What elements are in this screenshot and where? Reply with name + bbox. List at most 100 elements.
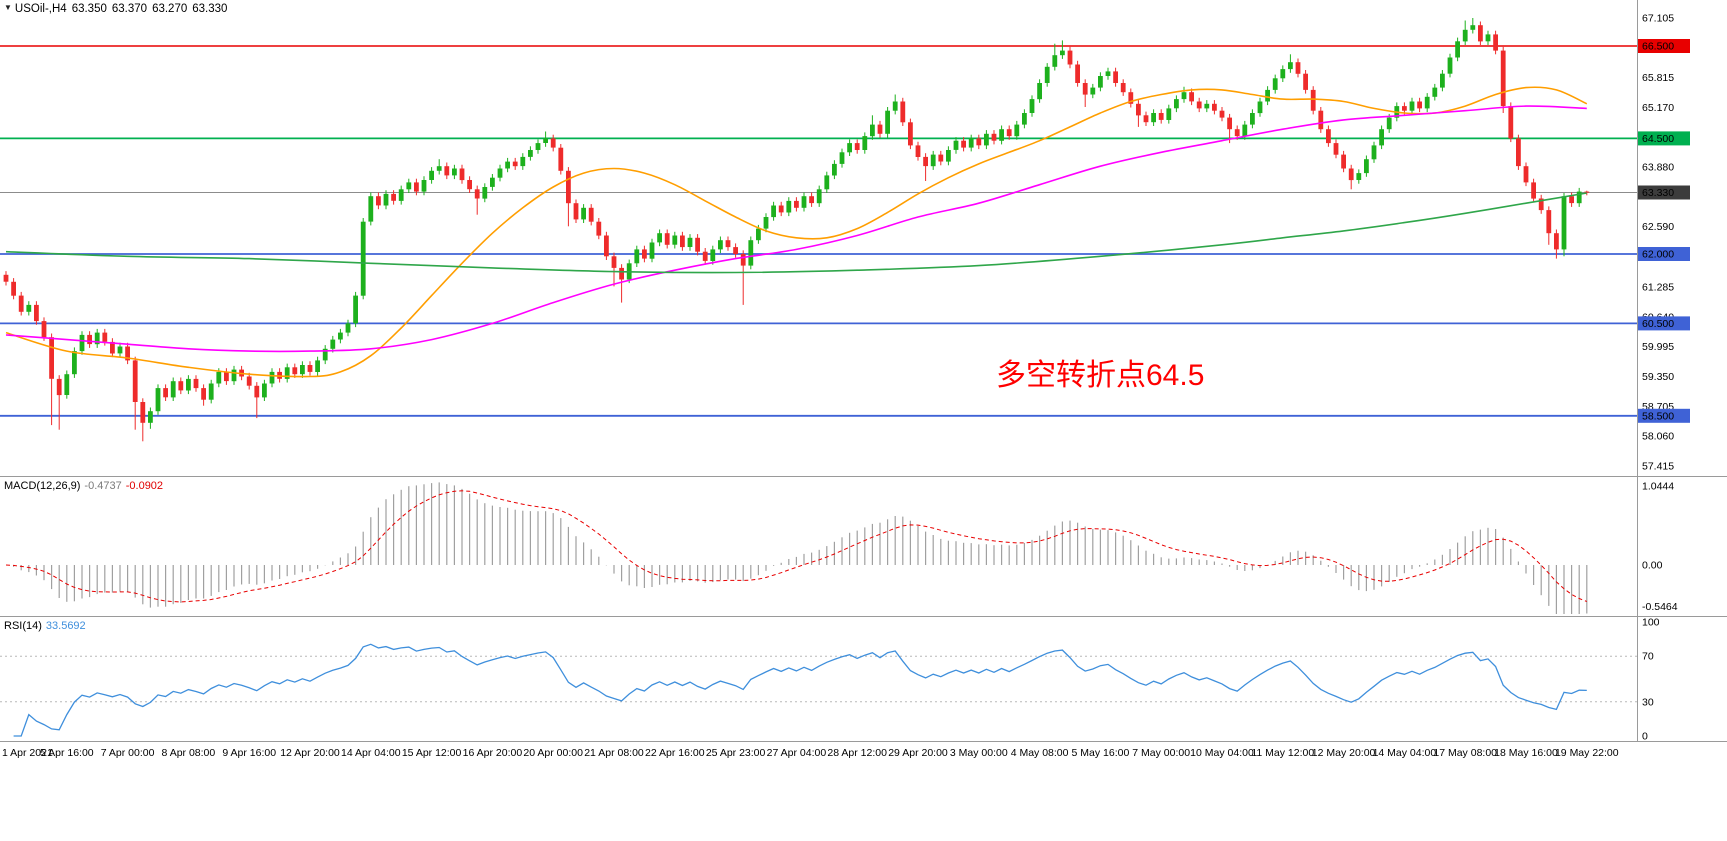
- candle-body: [414, 182, 419, 192]
- candle-body: [892, 101, 898, 111]
- candle-body: [657, 233, 662, 243]
- candle-body: [1128, 92, 1134, 104]
- candle-body: [1303, 73, 1308, 90]
- candle-body: [1379, 129, 1384, 146]
- price-badge-text: 64.500: [1642, 133, 1674, 145]
- candle-body: [535, 143, 541, 150]
- candle-body: [429, 170, 434, 180]
- candle-body: [315, 360, 320, 372]
- time-axis-label: 16 Apr 20:00: [463, 747, 523, 759]
- candle-body: [1196, 101, 1202, 109]
- candle-body: [56, 378, 62, 396]
- candle-body: [1538, 198, 1544, 211]
- candle-body: [1136, 103, 1141, 116]
- candle-body: [1462, 29, 1468, 42]
- candle-body: [695, 237, 700, 252]
- time-axis-label: 17 May 08:00: [1433, 747, 1497, 759]
- candle-body: [1250, 113, 1255, 125]
- candle-body: [528, 150, 533, 157]
- candle-body: [824, 175, 830, 190]
- candle-body: [915, 145, 921, 157]
- candle-body: [163, 388, 168, 398]
- candle-body: [588, 207, 594, 222]
- time-axis-label: 21 Apr 08:00: [584, 747, 644, 759]
- candle-body: [1067, 50, 1073, 65]
- price-badge: [1638, 247, 1690, 261]
- candle-body: [1014, 124, 1020, 137]
- ohlc-header: ▼ USOil-,H4 63.350 63.370 63.270 63.330: [4, 3, 232, 15]
- price-axis-label: 61.285: [1642, 282, 1674, 294]
- candle-body: [740, 254, 746, 266]
- candle-body: [832, 163, 837, 176]
- candle-body: [87, 334, 92, 345]
- price-badge-text: 66.500: [1642, 41, 1674, 53]
- candle-body: [938, 154, 944, 162]
- candle-body: [421, 180, 427, 192]
- macd-signal-value: -0.0902: [125, 480, 164, 492]
- price-badge-text: 62.000: [1642, 249, 1674, 261]
- rsi-axis-label: 30: [1642, 696, 1654, 708]
- candle-body: [1500, 50, 1506, 107]
- price-axis[interactable]: 67.10565.81565.17063.88062.59061.28560.6…: [1638, 13, 1690, 473]
- candle-body: [1212, 103, 1217, 111]
- candle-body: [794, 200, 799, 208]
- close-value: 63.330: [192, 3, 228, 15]
- candle-body: [338, 332, 343, 340]
- rsi-line: [13, 643, 1587, 737]
- candle-body: [968, 138, 974, 148]
- candle-body: [1105, 71, 1111, 76]
- ma-green: [5, 192, 1587, 274]
- candle-body: [34, 304, 39, 322]
- time-axis-label: 12 Apr 20:00: [280, 747, 340, 759]
- candle-body: [854, 143, 860, 150]
- macd-axis-label: 0.00: [1642, 560, 1663, 572]
- time-axis-label: 3 May 00:00: [950, 747, 1008, 759]
- time-axis-label: 14 May 04:00: [1373, 747, 1437, 759]
- candle-body: [41, 321, 47, 338]
- open-value: 63.350: [71, 3, 107, 15]
- candle-body: [702, 251, 708, 261]
- candles-layer[interactable]: [3, 18, 1590, 442]
- macd-signal-line: [5, 490, 1587, 603]
- symbol-period-label: USOil-,H4: [14, 3, 67, 15]
- candle-body: [482, 187, 488, 199]
- chart-annotation-text[interactable]: 多空转折点64.5: [996, 359, 1205, 392]
- time-axis-label: 9 Apr 16:00: [222, 747, 276, 759]
- price-badge-text: 58.500: [1642, 410, 1674, 422]
- time-axis-label: 29 Apr 20:00: [888, 747, 948, 759]
- candle-body: [930, 154, 936, 167]
- candle-body: [1158, 113, 1164, 120]
- candle-body: [550, 138, 556, 148]
- candle-body: [672, 235, 678, 245]
- price-badge: [1638, 185, 1690, 200]
- time-axis-label: 22 Apr 16:00: [645, 747, 705, 759]
- candle-body: [1060, 50, 1065, 56]
- candle-body: [1576, 191, 1582, 204]
- candle-body: [284, 367, 290, 379]
- price-badge: [1638, 131, 1690, 146]
- candle-body: [11, 281, 16, 296]
- candle-body: [1478, 25, 1483, 42]
- candle-body: [984, 133, 989, 146]
- candle-body: [870, 124, 875, 137]
- ma-orange: [5, 86, 1588, 378]
- candle-body: [976, 138, 982, 146]
- candle-body: [1006, 129, 1012, 137]
- candle-body: [497, 168, 503, 178]
- candle-body: [254, 385, 260, 398]
- rsi-levels: [0, 655, 1637, 703]
- candle-body: [1569, 196, 1574, 204]
- candle-body: [1082, 83, 1088, 95]
- time-axis-label: 11 May 12:00: [1251, 747, 1314, 759]
- candle-body: [900, 101, 906, 123]
- candle-body: [680, 235, 685, 248]
- candle-body: [763, 217, 769, 229]
- candle-body: [1584, 191, 1590, 193]
- candle-body: [1204, 103, 1210, 109]
- price-badge: [1638, 316, 1690, 331]
- candle-body: [102, 332, 108, 342]
- time-axis-label: 15 Apr 12:00: [402, 747, 462, 759]
- candle-body: [398, 189, 404, 201]
